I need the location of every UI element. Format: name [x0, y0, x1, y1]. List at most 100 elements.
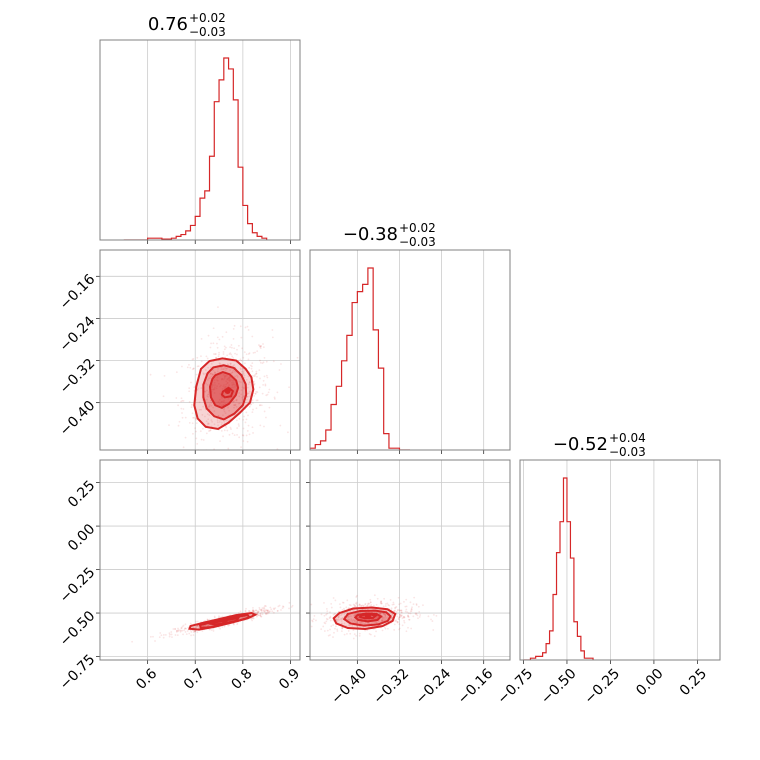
sample-point — [384, 615, 387, 618]
sample-point — [210, 375, 213, 378]
sample-point — [242, 370, 245, 373]
sample-point — [221, 388, 224, 390]
contour-line-0 — [208, 371, 240, 410]
sample-point — [193, 630, 196, 633]
x-tick-label: −0.25 — [582, 666, 624, 708]
sample-point — [238, 436, 241, 439]
sample-point — [409, 610, 412, 613]
sample-point — [251, 610, 254, 613]
sample-point — [415, 603, 418, 605]
sample-point — [213, 379, 216, 381]
sample-point — [348, 604, 351, 606]
sample-point — [190, 631, 193, 633]
sample-point — [346, 632, 348, 635]
sample-point — [257, 614, 259, 617]
sample-point — [231, 371, 234, 374]
sample-point — [258, 344, 260, 346]
sample-point — [381, 617, 384, 620]
sample-point — [202, 439, 205, 441]
sample-point — [168, 424, 170, 427]
sample-point — [248, 610, 251, 612]
sample-point — [188, 363, 190, 366]
sample-point — [171, 636, 173, 638]
sample-point — [323, 621, 326, 624]
sample-point — [224, 385, 227, 388]
sample-point — [181, 365, 183, 368]
sample-point — [224, 369, 227, 372]
sample-point — [252, 611, 255, 614]
sample-point — [230, 353, 233, 356]
contour-line-3 — [220, 386, 235, 399]
sample-point — [396, 615, 399, 618]
sample-point — [432, 613, 435, 616]
panel-2-0 — [96, 459, 301, 664]
sample-point — [416, 614, 419, 617]
sample-point — [191, 422, 194, 425]
sample-point — [395, 605, 398, 608]
sample-point — [211, 388, 213, 391]
sample-point — [269, 606, 272, 609]
sample-point — [215, 356, 218, 359]
sample-point — [356, 594, 358, 597]
sample-point — [195, 625, 198, 628]
sample-point — [356, 604, 359, 607]
sample-point — [359, 621, 362, 624]
sample-point — [341, 612, 344, 615]
sample-point — [207, 334, 210, 337]
sample-point — [268, 388, 271, 391]
sample-point — [222, 373, 225, 376]
sample-point — [239, 358, 242, 361]
sample-point — [368, 602, 371, 605]
sample-point — [214, 353, 217, 356]
sample-point — [311, 620, 314, 623]
sample-point — [236, 433, 238, 436]
sample-point — [170, 633, 173, 636]
sample-point — [226, 367, 228, 370]
sample-point — [222, 404, 225, 406]
contour-line-2 — [193, 357, 255, 430]
sample-point — [260, 344, 262, 347]
sample-point — [354, 602, 357, 605]
sample-point — [326, 610, 329, 613]
y-tick-label: −0.25 — [57, 565, 99, 607]
sample-point — [375, 630, 377, 633]
sample-point — [241, 399, 244, 401]
sample-point — [207, 418, 210, 421]
sample-point — [244, 326, 247, 329]
sample-point — [262, 343, 264, 345]
sample-point — [177, 404, 180, 407]
sample-point — [380, 602, 383, 605]
sample-point — [251, 399, 254, 402]
sample-point — [212, 630, 215, 632]
sample-point — [223, 384, 225, 386]
sample-point — [397, 620, 399, 623]
sample-point — [210, 342, 212, 345]
sample-point — [239, 610, 242, 613]
sample-point — [255, 609, 258, 612]
sample-point — [381, 619, 384, 622]
sample-point — [350, 619, 353, 622]
sample-point — [200, 408, 203, 411]
sample-point — [355, 620, 358, 623]
sample-point — [414, 612, 417, 615]
sample-point — [238, 425, 240, 427]
sample-point — [248, 366, 251, 369]
param-title-minus: −0.03 — [189, 25, 226, 39]
sample-point — [338, 603, 341, 606]
sample-point — [397, 596, 400, 599]
sample-point — [208, 618, 211, 621]
panel-2-2 — [519, 459, 721, 664]
sample-point — [340, 618, 343, 621]
sample-point — [250, 618, 253, 620]
sample-point — [329, 611, 331, 614]
sample-point — [219, 419, 222, 421]
histogram-2 — [523, 477, 594, 660]
sample-point — [212, 388, 215, 391]
sample-point — [244, 610, 247, 613]
sample-point — [222, 351, 225, 353]
sample-point — [174, 627, 176, 630]
sample-point — [380, 620, 383, 622]
sample-point — [232, 383, 234, 386]
sample-point — [242, 372, 245, 375]
sample-point — [391, 614, 393, 617]
